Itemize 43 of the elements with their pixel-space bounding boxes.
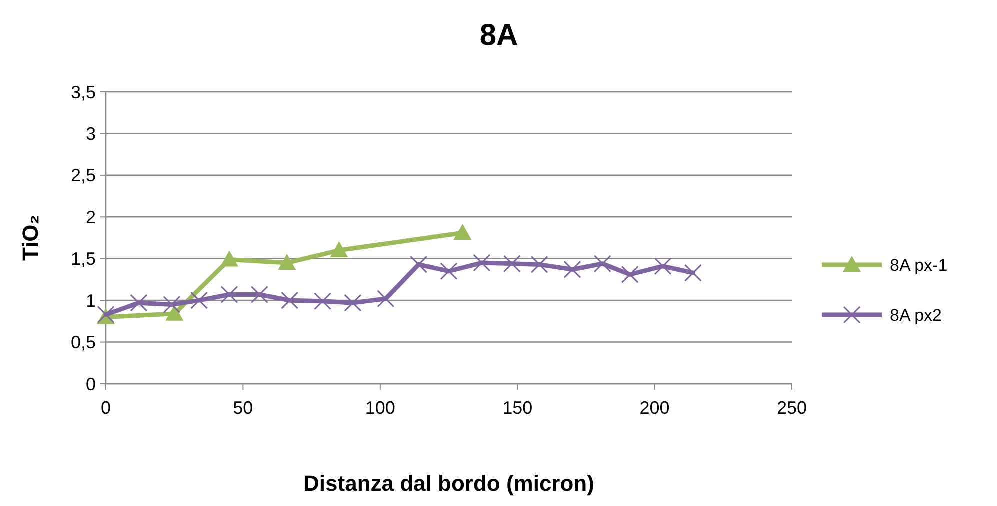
- point: [314, 292, 332, 310]
- point: [684, 264, 702, 282]
- y-tick-label: 2: [86, 207, 96, 228]
- x-tick-label: 100: [365, 398, 396, 418]
- point: [564, 260, 582, 278]
- point: [250, 286, 268, 304]
- y-tick-label: 1,5: [70, 249, 96, 270]
- point: [473, 254, 491, 272]
- y-tick-label: 1: [86, 290, 96, 311]
- y-tick-label: 3: [86, 124, 96, 144]
- legend-label: 8A px2: [890, 306, 942, 325]
- point: [377, 290, 395, 308]
- point: [410, 256, 428, 274]
- y-tick-label: 0: [86, 374, 96, 394]
- point: [654, 258, 672, 276]
- point: [190, 292, 208, 310]
- point: [454, 224, 472, 240]
- y-tick-label: 2,5: [70, 166, 96, 186]
- point: [278, 254, 296, 270]
- point: [163, 296, 181, 314]
- point: [344, 294, 362, 312]
- point: [594, 255, 612, 273]
- x-tick-label: 50: [233, 398, 254, 418]
- y-tick-label: 0,5: [70, 332, 96, 353]
- y-axis-title: TiO₂: [18, 214, 43, 262]
- point: [220, 286, 238, 304]
- point: [330, 242, 348, 258]
- y-tick-label: 3,5: [70, 82, 96, 102]
- point: [130, 294, 148, 312]
- x-tick-label: 0: [100, 398, 112, 418]
- point: [530, 256, 548, 274]
- x-axis-title: Distanza dal bordo (micron): [304, 471, 594, 496]
- point: [220, 250, 238, 267]
- x-tick-label: 250: [776, 398, 808, 418]
- x-tick-label: 150: [502, 398, 533, 418]
- legend-label: 8A px-1: [890, 256, 948, 275]
- point: [166, 304, 184, 321]
- point: [503, 255, 521, 273]
- point: [440, 262, 458, 280]
- point: [621, 266, 639, 284]
- chart-title: 8A: [480, 19, 518, 52]
- x-tick-label: 200: [640, 398, 670, 418]
- point: [281, 292, 299, 310]
